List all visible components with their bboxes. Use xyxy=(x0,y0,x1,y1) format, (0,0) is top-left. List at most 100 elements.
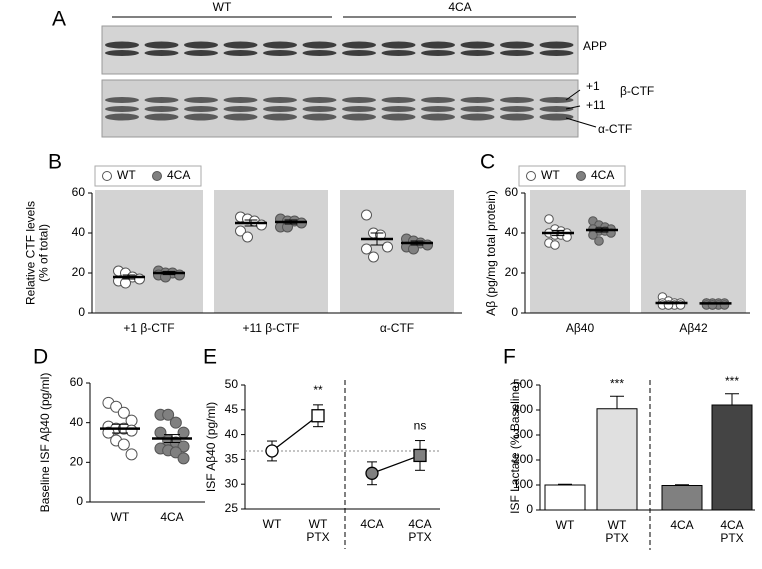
blot-band xyxy=(105,113,139,121)
blot-band xyxy=(421,97,455,103)
blot-band xyxy=(421,106,455,112)
group-label: WT xyxy=(213,0,232,14)
data-point xyxy=(256,219,267,231)
y-axis-label: (% of total) xyxy=(37,224,51,282)
y-tick-label: 0 xyxy=(78,305,85,319)
y-axis-label: ISF Lactate (% Baseline) xyxy=(508,381,522,514)
x-tick-label: Aβ40 xyxy=(566,321,595,335)
legend-marker xyxy=(526,171,536,181)
blot-band xyxy=(342,50,376,56)
blot-band xyxy=(539,97,574,103)
blot-band xyxy=(500,106,534,112)
blot-label: β-CTF xyxy=(620,84,654,98)
data-point xyxy=(162,408,175,421)
y-tick-label: 100 xyxy=(513,477,533,491)
bar xyxy=(544,484,586,511)
blot xyxy=(101,25,579,75)
y-tick-label: 20 xyxy=(505,265,519,279)
blot-band xyxy=(223,106,258,112)
data-point xyxy=(125,424,138,437)
annotation: ns xyxy=(414,419,427,433)
y-tick-label: 300 xyxy=(513,427,533,441)
y-tick-label: 25 xyxy=(225,501,239,515)
data-point xyxy=(707,300,718,310)
panel-letter: C xyxy=(480,151,495,174)
legend-marker xyxy=(102,171,112,181)
data-point xyxy=(125,448,138,461)
data-point xyxy=(719,300,730,310)
blot-band xyxy=(223,50,258,56)
legend-label: WT xyxy=(117,168,136,182)
blot-band xyxy=(144,113,179,121)
blot-band xyxy=(342,41,376,49)
x-tick-label: +1 β-CTF xyxy=(123,321,174,335)
blot-band xyxy=(223,41,258,49)
blot-band xyxy=(302,41,337,49)
x-tick-label: WT xyxy=(263,517,282,531)
x-tick-label: α-CTF xyxy=(380,321,414,335)
y-tick-label: 0 xyxy=(526,502,533,516)
marker xyxy=(311,409,325,423)
blot-band xyxy=(460,106,495,112)
marker xyxy=(265,444,279,458)
x-tick-label: 4CA xyxy=(408,517,431,531)
blot-band xyxy=(381,97,416,103)
data-point xyxy=(174,269,185,281)
blot-band xyxy=(144,97,179,103)
annotation: ** xyxy=(313,383,323,397)
bar xyxy=(711,404,753,511)
band xyxy=(641,190,746,313)
x-tick-label: WT xyxy=(556,518,575,532)
blot-band xyxy=(263,113,297,121)
panel-letter: D xyxy=(33,346,48,369)
blot-label: APP xyxy=(583,39,607,53)
blot-band xyxy=(460,97,495,103)
x-tick-label: PTX xyxy=(306,530,329,544)
y-tick-label: 40 xyxy=(505,225,519,239)
x-tick-label: +11 β-CTF xyxy=(242,321,299,335)
blot-band xyxy=(539,106,574,112)
y-axis-label: Aβ (pg/mg total protein) xyxy=(484,190,498,316)
blot-band xyxy=(421,41,455,49)
line xyxy=(371,454,421,474)
blot-band xyxy=(421,50,455,56)
blot-band xyxy=(342,106,376,112)
legend-label: 4CA xyxy=(591,168,614,182)
blot-band xyxy=(342,113,376,121)
data-point xyxy=(117,438,130,451)
x-tick-label: WT xyxy=(309,517,328,531)
blot-band xyxy=(144,50,179,56)
y-axis-label: Baseline ISF Aβ40 (pg/ml) xyxy=(38,373,52,513)
y-tick-label: 40 xyxy=(70,415,84,429)
data-point xyxy=(550,240,560,250)
annotation: *** xyxy=(725,374,739,388)
legend-box xyxy=(94,165,202,187)
pointer xyxy=(565,89,581,101)
blot-band xyxy=(184,113,218,121)
blot-band xyxy=(381,106,416,112)
blot-band xyxy=(263,50,297,56)
blot-label: α-CTF xyxy=(598,122,632,136)
pointer xyxy=(565,117,597,128)
data-point xyxy=(544,214,554,224)
data-point xyxy=(134,273,145,285)
y-tick-label: 40 xyxy=(225,427,239,441)
data-point xyxy=(235,225,246,237)
x-tick-label: WT xyxy=(111,510,130,524)
blot-band xyxy=(184,41,218,49)
legend-label: WT xyxy=(541,168,560,182)
x-tick-label: WT xyxy=(608,518,627,532)
y-tick-label: 50 xyxy=(225,377,239,391)
y-tick-label: 30 xyxy=(225,476,239,490)
x-tick-label: 4CA xyxy=(360,517,383,531)
y-tick-label: 0 xyxy=(511,305,518,319)
blot-band xyxy=(263,97,297,103)
blot-band xyxy=(460,50,495,56)
blot-band xyxy=(302,106,337,112)
blot-band xyxy=(105,106,139,112)
blot-band xyxy=(105,41,139,49)
panel-letter: E xyxy=(203,346,217,369)
blot-band xyxy=(500,113,534,121)
data-point xyxy=(422,239,433,251)
